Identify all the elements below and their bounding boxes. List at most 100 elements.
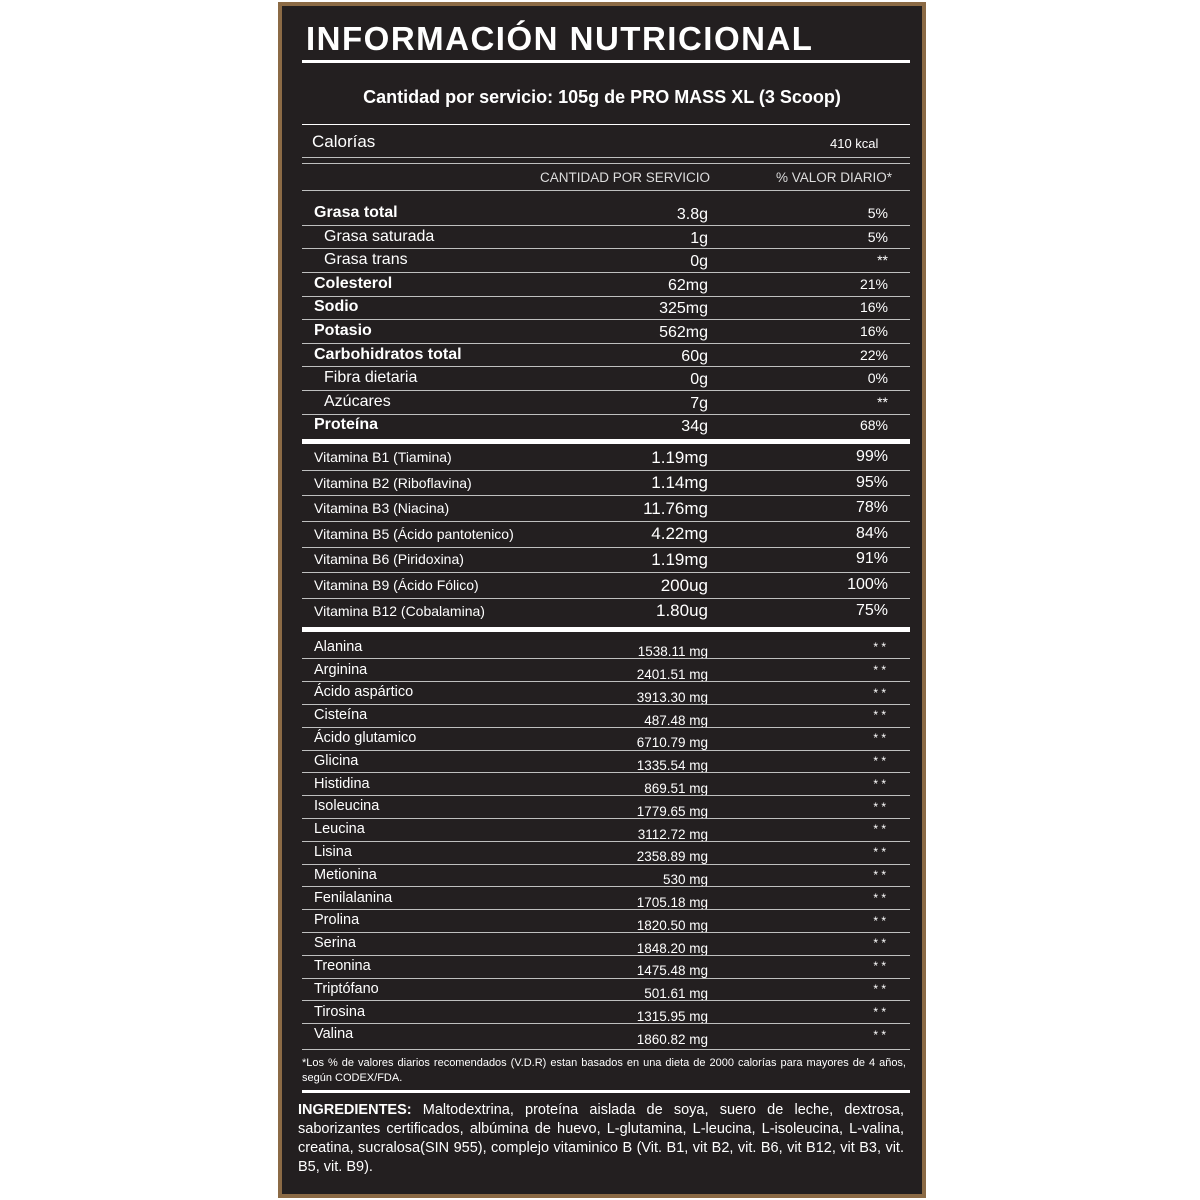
row-amount: 1.14mg [651, 473, 708, 493]
row-amount: 325mg [659, 300, 708, 318]
row-dv: * * [873, 913, 886, 928]
row-name: Colesterol [314, 274, 393, 292]
rule [302, 909, 910, 911]
calories-value: 410 kcal [830, 136, 879, 151]
row-amount: 3.8g [676, 206, 708, 223]
row-dv: * * [873, 708, 886, 723]
row-dv: * * [873, 731, 886, 746]
row-name: Vitamina B9 (Ácido Fólico) [314, 577, 479, 593]
rule [302, 597, 910, 599]
row-amount: 1820.50 mg [636, 917, 708, 933]
rule [302, 157, 910, 158]
row-dv: * * [873, 890, 886, 905]
row-dv: * * [873, 640, 886, 654]
row-name: Ácido aspártico [314, 684, 414, 701]
row-dv: 21% [859, 275, 888, 292]
row-name: Carbohidratos total [314, 345, 462, 363]
row-name: Metionina [314, 866, 377, 883]
rule [302, 954, 910, 956]
rule [302, 863, 910, 865]
row-amount: 1779.65 mg [636, 803, 708, 819]
row-dv: ** [877, 393, 888, 410]
row-dv: * * [873, 845, 886, 860]
row-name: Grasa saturada [324, 227, 435, 245]
row-name: Vitamina B3 (Niacina) [314, 500, 450, 517]
row-name: Glicina [314, 752, 359, 769]
rule [302, 704, 910, 705]
row-name: Isoleucina [314, 798, 380, 815]
row-name: Fenilalanina [314, 889, 393, 906]
rule [302, 495, 910, 497]
row-dv: 22% [859, 346, 888, 363]
row-dv: 5% [867, 205, 888, 221]
row-dv: * * [873, 662, 886, 677]
row-name: Azúcares [324, 392, 391, 410]
row-dv: * * [873, 799, 886, 814]
row-name: Valina [314, 1026, 354, 1043]
rule [302, 840, 910, 842]
row-amount: 1475.48 mg [636, 963, 708, 979]
row-amount: 6710.79 mg [636, 735, 708, 751]
row-name: Vitamina B5 (Ácido pantotenico) [314, 525, 514, 542]
rule [302, 390, 910, 391]
rule [302, 795, 910, 797]
rule [302, 248, 910, 250]
row-amount: 2401.51 mg [636, 667, 708, 683]
rule [302, 342, 910, 344]
row-amount: 1.19mg [651, 549, 708, 569]
rule [302, 124, 910, 125]
rule [302, 681, 910, 683]
rule [302, 439, 910, 444]
row-dv: * * [873, 1004, 886, 1019]
row-name: Serina [314, 935, 356, 952]
row-dv: * * [873, 982, 886, 996]
row-name: Prolina [314, 912, 360, 929]
row-amount: 1.19mg [651, 447, 708, 467]
row-dv: 0% [867, 370, 888, 387]
row-name: Vitamina B2 (Riboflavina) [314, 474, 472, 491]
rule [302, 658, 910, 660]
rule [302, 60, 910, 63]
rule [302, 886, 910, 888]
rule [302, 1049, 910, 1050]
calories-label: Calorías [312, 132, 376, 151]
row-name: Histidina [314, 775, 370, 792]
row-dv: * * [873, 959, 886, 974]
row-amount: 869.51 mg [644, 781, 708, 797]
serving: Cantidad por servicio: 105g de PRO MASS … [363, 87, 841, 107]
row-amount: 501.61 mg [644, 986, 708, 1002]
title: INFORMACIÓN NUTRICIONAL [306, 20, 814, 57]
rule [302, 190, 910, 191]
row-name: Ácido glutamico [314, 729, 417, 746]
column-header: CANTIDAD POR SERVICIO [539, 170, 710, 185]
row-name: Grasa trans [324, 251, 408, 269]
row-dv: 16% [859, 323, 888, 339]
row-amount: 530 mg [662, 872, 708, 888]
row-amount: 1705.18 mg [636, 895, 708, 911]
rule [302, 521, 910, 522]
label-panel: INFORMACIÓN NUTRICIONAL Cantidad por ser… [278, 2, 926, 1198]
row-name: Lisina [314, 843, 352, 860]
row-name: Fibra dietaria [324, 369, 418, 387]
row-name: Potasio [314, 322, 372, 339]
ingredients: INGREDIENTES: Maltodextrina, proteína ai… [298, 1101, 904, 1177]
row-dv: ** [877, 252, 888, 269]
row-amount: 4.22mg [651, 524, 708, 544]
row-amount: 0g [690, 371, 708, 389]
rule [302, 932, 910, 933]
row-dv: 100% [847, 576, 888, 593]
row-dv: * * [873, 822, 886, 837]
row-name: Treonina [314, 957, 371, 974]
row-amount: 1.80ug [656, 601, 708, 621]
row-dv: * * [873, 936, 886, 951]
rule [302, 818, 910, 819]
row-dv: 95% [855, 473, 888, 491]
row-amount: 1335.54 mg [636, 758, 708, 774]
row-dv: 16% [859, 299, 888, 316]
rule [302, 772, 910, 774]
row-amount: 487.48 mg [644, 712, 708, 728]
rule [302, 163, 910, 164]
ingredients-label: INGREDIENTES: [298, 1102, 412, 1118]
row-dv: 5% [867, 228, 888, 245]
row-name: Cisteína [314, 707, 368, 724]
